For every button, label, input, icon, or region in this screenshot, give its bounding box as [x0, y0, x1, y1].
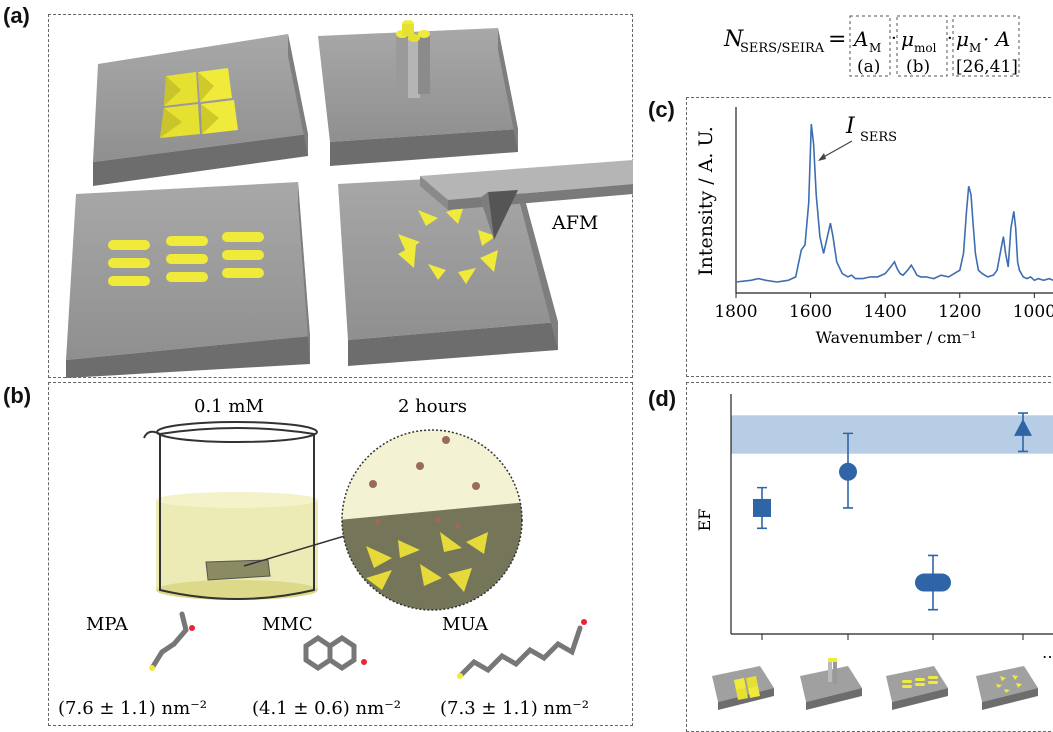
eq-box-2 [896, 15, 948, 77]
panel-a-letter: (a) [3, 3, 30, 28]
gold-pyramids [160, 68, 238, 138]
eq-t2: μ [901, 27, 914, 51]
molecule-density-1: (7.6 ± 1.1) nm⁻² [58, 698, 207, 719]
eq-t2-sub: mol [914, 41, 937, 55]
d-point-nanopillars [839, 462, 857, 481]
d-y-label: EF [695, 509, 714, 532]
zoom-circle [341, 429, 523, 611]
eq-t1: A [852, 27, 868, 51]
panel-c-letter: (c) [648, 97, 675, 122]
eq-t3-sub: M [969, 41, 981, 55]
eq-ref2: (b) [906, 57, 930, 77]
substrate-nanorods [66, 182, 310, 378]
c-y-label: Intensity / A. U. [695, 126, 717, 276]
eq-lhs: N [723, 27, 744, 52]
c-x-tick-label: 1600 [789, 302, 832, 322]
panel-c-frame [686, 97, 1053, 377]
molecule-mua [457, 619, 587, 679]
eq-box-3 [952, 15, 1020, 77]
zoom-line [243, 531, 359, 567]
panel-d-letter: (d) [648, 386, 677, 411]
c-annotation-arrowhead [818, 153, 826, 161]
eq-lhs-sub: SERS/SEIRA [740, 41, 825, 56]
substrate-nanopillars [318, 20, 518, 166]
ef-band [731, 415, 1053, 454]
gold-nanorods [108, 232, 264, 286]
c-annotation-sub: SERS [860, 130, 897, 145]
d-point-nanorods [915, 573, 951, 592]
molecule-mpa [149, 611, 195, 671]
eq-ref1: (a) [857, 57, 880, 77]
c-x-tick-label: 1200 [938, 302, 981, 322]
eq-equals: = [828, 27, 846, 52]
eq-t3-tail: · A [983, 27, 1010, 51]
gold-bowties [398, 206, 498, 284]
d-point-bowties [1014, 418, 1032, 436]
panel-b-letter: (b) [3, 383, 32, 408]
d-icon-bowties [976, 666, 1038, 710]
panel-a-illustration: AFM [66, 20, 633, 378]
duration-label: 2 hours [398, 396, 467, 417]
c-x-tick-label: 1400 [864, 302, 907, 322]
substrate-pyramids [93, 34, 308, 186]
afm-label: AFM [551, 212, 598, 234]
molecule-name-1: MPA [86, 614, 129, 635]
c-x-label: Wavenumber / cm⁻¹ [816, 328, 977, 347]
d-point-pyramids [753, 498, 771, 517]
d-icon-nanopillars [800, 658, 862, 710]
beaker [143, 421, 318, 600]
eq-dot-1: · [891, 28, 897, 49]
d-icon-pyramids [712, 666, 774, 710]
d-icon-nanorods [886, 666, 948, 710]
ef-chart: EF … [695, 394, 1053, 710]
eq-t1-sub: M [869, 41, 881, 55]
panel-a-frame [48, 14, 633, 378]
concentration-label: 0.1 mM [194, 396, 264, 417]
eq-box-1 [849, 15, 891, 77]
sers-spectrum-chart: Intensity / A. U. Wavenumber / cm⁻¹ I SE… [695, 107, 1053, 347]
c-x-tick-label: 1000 [1013, 302, 1053, 322]
molecule-name-2: MMC [262, 614, 313, 635]
molecule-density-2: (4.1 ± 0.6) nm⁻² [252, 698, 401, 719]
panel-b-illustration: 0.1 mM 2 hours [58, 396, 589, 719]
d-trailing-label: … [1042, 643, 1053, 662]
eq-ref3: [26,41] [956, 57, 1018, 77]
spectrum-line [735, 123, 1053, 283]
eq-t3: μ [956, 27, 969, 51]
afm-cantilever [420, 160, 633, 240]
gold-nanopillars [396, 20, 430, 98]
c-annotation: I [845, 114, 856, 139]
molecule-mmc [303, 634, 367, 672]
c-annotation-arrow [819, 140, 853, 160]
molecule-name-3: MUA [442, 614, 489, 635]
molecule-density-3: (7.3 ± 1.1) nm⁻² [440, 698, 589, 719]
eq-dot-2: · [947, 28, 953, 49]
equation: N SERS/SEIRA = A M (a) · μ mol (b) · μ M… [723, 15, 1020, 77]
c-x-tick-label: 1800 [714, 302, 757, 322]
